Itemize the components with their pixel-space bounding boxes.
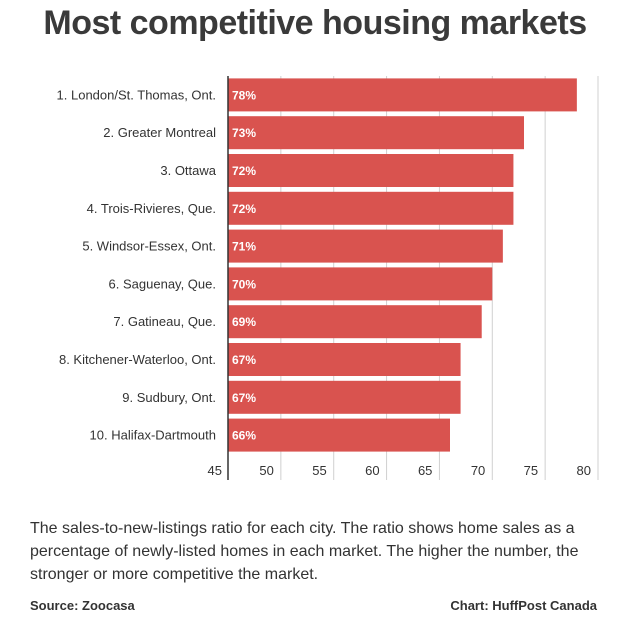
chart-title: Most competitive housing markets: [43, 4, 587, 42]
bar-value-label: 73%: [232, 126, 256, 140]
category-label: 7. Gatineau, Que.: [113, 314, 216, 329]
bar-value-label: 71%: [232, 240, 256, 254]
bar: [228, 229, 503, 263]
bar: [228, 380, 461, 414]
category-label: 5. Windsor-Essex, Ont.: [82, 239, 216, 254]
category-labels: 1. London/St. Thomas, Ont. 2. Greater Mon…: [57, 87, 217, 442]
x-tick-label: 65: [418, 463, 432, 478]
bar: [228, 116, 524, 150]
bar: [228, 343, 461, 376]
chart-description: The sales-to-new-listings ratio for each…: [30, 520, 579, 583]
x-tick-label: 80: [577, 463, 591, 478]
category-label: 1. London/St. Thomas, Ont.: [57, 87, 216, 102]
bar: [228, 418, 450, 452]
bar-chart: 78% 73% 72% 72% 71% 70% 69% 67% 67% 66% 1. London…: [57, 76, 599, 480]
x-tick-label: 75: [524, 463, 538, 478]
bars: 78% 73% 72% 72% 71% 70% 69% 67% 67% 66%: [228, 78, 577, 452]
x-tick-label: 60: [365, 463, 379, 478]
bar-value-label: 72%: [232, 164, 256, 178]
bar-value-label: 69%: [232, 315, 256, 329]
category-label: 10. Halifax-Dartmouth: [90, 428, 216, 443]
x-axis: 45 50 55 60 65 70 75 80: [208, 76, 591, 480]
category-label: 8. Kitchener-Waterloo, Ont.: [59, 352, 216, 367]
bar: [228, 305, 482, 339]
bar: [228, 191, 514, 225]
bar-value-label: 72%: [232, 202, 256, 216]
bar-value-label: 70%: [232, 277, 256, 291]
bar: [228, 154, 514, 187]
category-label: 3. Ottawa: [160, 163, 216, 178]
x-tick-label: 50: [259, 463, 273, 478]
bar-value-label: 67%: [232, 391, 256, 405]
bar-value-label: 67%: [232, 353, 256, 367]
x-tick-label: 70: [471, 463, 485, 478]
bar: [228, 267, 493, 301]
x-tick-label: 55: [312, 463, 326, 478]
category-label: 6. Saguenay, Que.: [109, 276, 216, 291]
category-label: 2. Greater Montreal: [103, 125, 216, 140]
bar: [228, 78, 577, 112]
bar-value-label: 66%: [232, 429, 256, 443]
x-tick-label: 45: [208, 463, 222, 478]
bar-value-label: 78%: [232, 88, 256, 102]
category-label: 9. Sudbury, Ont.: [122, 390, 216, 405]
category-label: 4. Trois-Rivieres, Que.: [87, 201, 216, 216]
source-note: Source: Zoocasa: [30, 598, 135, 613]
chart-credit: Chart: HuffPost Canada: [450, 598, 597, 613]
